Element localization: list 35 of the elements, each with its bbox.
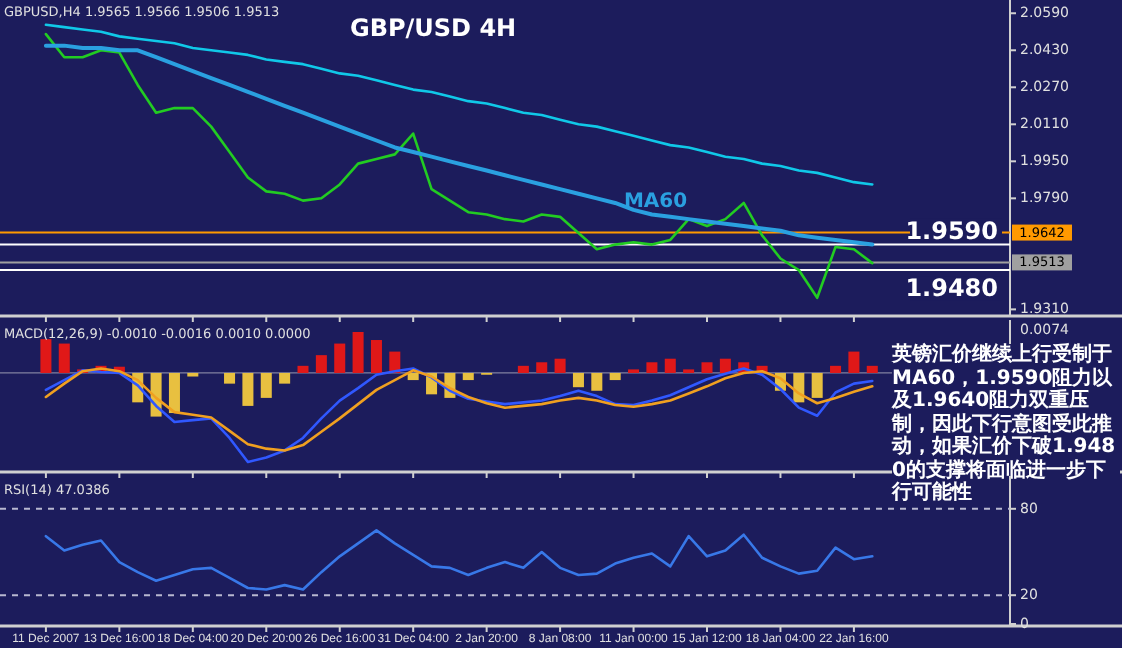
bar	[352, 332, 364, 373]
bar	[664, 358, 676, 373]
bar	[334, 343, 346, 373]
bar	[701, 362, 713, 373]
bar	[297, 365, 309, 373]
bar	[646, 362, 658, 373]
bar	[260, 372, 272, 398]
line-series	[44, 529, 874, 591]
bar	[536, 362, 548, 373]
bar	[591, 372, 603, 391]
bar	[719, 358, 731, 373]
bar	[830, 365, 842, 373]
bar	[242, 372, 254, 406]
bar	[407, 372, 419, 381]
bar	[224, 372, 236, 384]
line-series	[43, 43, 875, 247]
bar	[370, 340, 382, 373]
bar	[517, 365, 529, 373]
bar	[848, 351, 860, 373]
bar	[462, 372, 474, 381]
bar	[58, 343, 70, 373]
bar	[866, 365, 878, 373]
bar	[572, 372, 584, 388]
text: GBP/USD 4H	[350, 14, 517, 42]
ref-line-label: 1.9480	[905, 274, 998, 303]
bar	[315, 355, 327, 373]
ref-line-label: 1.9590	[905, 216, 998, 245]
bar	[168, 372, 180, 414]
bar	[279, 372, 291, 384]
bar	[609, 372, 621, 381]
bar	[554, 358, 566, 373]
bar	[40, 339, 52, 373]
bar	[811, 372, 823, 398]
annotation: 英镑汇价继续上行受制于MA60，1.9590阻力以及1.9640阻力双重压制，因此下行意图受此推动，如果汇价下破1.9480的支撑将面临进一步下行可能性	[892, 344, 1116, 504]
series-label: MA60	[623, 190, 688, 213]
